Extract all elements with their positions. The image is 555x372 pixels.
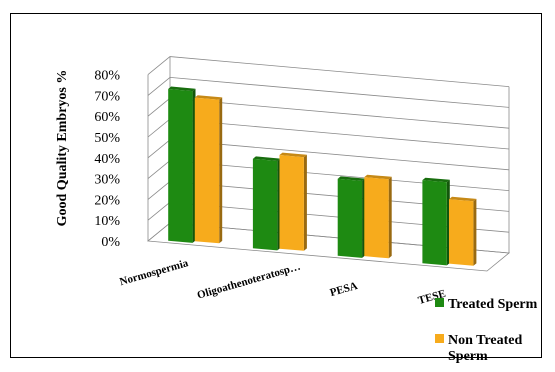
floor	[146, 222, 511, 272]
bar-front	[422, 180, 447, 266]
bar	[252, 156, 281, 251]
bar	[168, 86, 196, 243]
bar-side	[473, 198, 477, 266]
bar-top	[194, 95, 223, 100]
x-tick-label: PESA	[329, 280, 359, 299]
bar-top	[279, 152, 307, 158]
bar	[449, 196, 477, 266]
bar-front	[449, 199, 474, 266]
y-tick-label: 40%	[94, 152, 120, 167]
bar-front	[279, 155, 304, 251]
bars	[168, 86, 477, 266]
bar-top	[252, 156, 281, 161]
bar-side	[388, 176, 392, 259]
gridline	[147, 56, 510, 87]
bar	[279, 152, 307, 251]
bar-top	[364, 174, 392, 180]
legend-swatch	[435, 298, 444, 307]
bar-side	[192, 88, 196, 243]
y-tick-label: 30%	[94, 173, 120, 188]
bar-front	[364, 177, 389, 259]
y-ticks: 0% 10% 20% 30% 40% 50% 60% 70% 80%	[94, 69, 120, 250]
bar-front	[252, 158, 278, 251]
y-tick-label: 80%	[94, 69, 120, 84]
legend-swatch	[435, 334, 444, 343]
bar	[422, 177, 450, 266]
y-tick-label: 60%	[94, 110, 120, 125]
bar	[337, 176, 365, 258]
y-tick-label: 20%	[94, 193, 120, 208]
bar-front	[337, 178, 363, 258]
y-axis-label: Good Quality Embryos %	[55, 70, 70, 227]
bar	[364, 174, 392, 259]
bar-top	[422, 177, 450, 183]
y-tick-label: 70%	[94, 89, 120, 104]
bar-front	[194, 97, 220, 244]
bar-top	[449, 196, 477, 202]
legend-label: Treated Sperm	[448, 297, 538, 312]
bar-front	[168, 89, 193, 243]
grid	[146, 56, 511, 272]
x-tick-label: Oligoathenoteratosp…	[196, 261, 302, 302]
bar	[194, 95, 223, 244]
bar-side	[219, 97, 223, 244]
y-tick-label: 10%	[94, 214, 120, 229]
x-tick-label: Normospermia	[118, 257, 190, 288]
y-tick-label: 50%	[94, 131, 120, 146]
bar-side	[362, 178, 365, 258]
bar-top	[337, 176, 365, 181]
bar-top	[168, 86, 196, 92]
bar-side	[303, 154, 307, 251]
y-tick-label: 0%	[101, 235, 120, 250]
legend-label: Non Treated Sperm	[448, 333, 522, 364]
legend: Treated Sperm Non Treated Sperm	[435, 297, 538, 364]
x-categories: Normospermia Oligoathenoteratosp… PESA TESE	[118, 257, 447, 307]
